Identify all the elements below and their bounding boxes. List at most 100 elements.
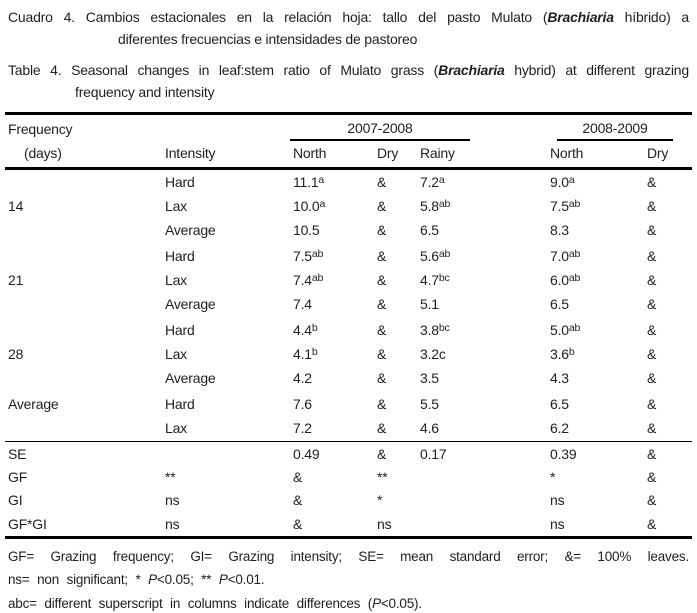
cell-dry-0809: & — [647, 318, 696, 342]
table-row: Average 4.2 & 3.5 4.3 & — [0, 366, 697, 390]
cell-value: * — [550, 469, 556, 486]
cell-north-0708: & — [293, 513, 377, 536]
cell-value: 7.0 — [550, 248, 569, 264]
table-row: Hard 4.4b & 3.8bc 5.0ab & — [0, 318, 697, 342]
table-statistics: SE 0.49 & 0.17 0.39 & GF ** & ** * & GI … — [0, 443, 697, 536]
cell-value: 4.3 — [550, 370, 569, 386]
cell-north-0708: 4.2 — [293, 366, 377, 390]
caption-text: Seasonal changes in leaf:stem ratio of M… — [71, 62, 439, 78]
cell-value: 5.6 — [420, 248, 439, 264]
cell-intensity: Hard — [165, 322, 195, 338]
cell-rainy-0708: 5.5 — [420, 392, 550, 416]
table-row: 21 Lax 7.4ab & 4.7bc 6.0ab & — [0, 268, 697, 292]
cell-value: 7.4 — [293, 296, 312, 312]
caption-english-line2: frequency and intensity — [75, 84, 215, 100]
superscript: b — [568, 346, 575, 358]
cell-north-0809: 8.3 — [550, 218, 647, 242]
cell-rainy-0708: 4.6 — [420, 416, 550, 440]
caption-text: híbrido) a — [613, 9, 690, 25]
cell-dry-0708: & — [377, 170, 420, 194]
superscript: ab — [568, 322, 581, 334]
header-days: (days) — [24, 145, 62, 161]
cell-intensity — [165, 443, 293, 466]
cell-dry-0809: & — [647, 292, 696, 316]
cell-value: 3.6 — [550, 346, 569, 362]
table-row: Lax 7.2 & 4.6 6.2 & — [0, 416, 697, 440]
superscript: b — [311, 322, 318, 334]
superscript: ab — [568, 272, 581, 284]
superscript: a — [568, 174, 575, 186]
header-intensity: Intensity — [165, 145, 216, 161]
cell-north-0708: 10.0a — [293, 194, 377, 218]
cell-north-0809: 4.3 — [550, 366, 647, 390]
cell-value: & — [377, 296, 387, 312]
cell-value: 5.1 — [420, 296, 439, 312]
footnote-text: abc= different superscript in columns in… — [8, 595, 373, 611]
cell-value: & — [647, 174, 657, 190]
cell-rainy-0708 — [420, 489, 550, 512]
table-row: 28 Lax 4.1b & 3.2c 3.6b & — [0, 342, 697, 366]
cell-rainy-0708: 5.1 — [420, 292, 550, 316]
cell-value: & — [647, 322, 657, 338]
cell-value: & — [377, 420, 387, 436]
caption-english-line1: Table 4. Seasonal changes in leaf:stem r… — [8, 59, 689, 81]
footnote-text: <0.01. — [227, 572, 265, 588]
cell-north-0809: 7.0ab — [550, 244, 647, 268]
cell-value: & — [293, 515, 303, 532]
cell-frequency: Average — [8, 396, 59, 412]
cell-value: ** — [377, 469, 388, 486]
cell-dry-0708: & — [377, 244, 420, 268]
cell-value: 7.5 — [293, 248, 312, 264]
footnotes: GF= Grazing frequency; GI= Grazing inten… — [8, 545, 689, 613]
cell-value: & — [377, 248, 387, 264]
cell-dry-0809: & — [647, 466, 696, 489]
cell-frequency — [8, 292, 165, 316]
table-row: GF*GI ns & ns ns & — [0, 513, 697, 536]
caption-text: Cambios estacionales en la relación hoja… — [85, 9, 548, 25]
cell-north-0809: 7.5ab — [550, 194, 647, 218]
table-row: Hard 11.1a & 7.2a 9.0a & — [0, 170, 697, 194]
table-header-rule — [5, 167, 692, 170]
cell-value: ns — [377, 515, 392, 532]
cell-value: 7.6 — [293, 396, 312, 412]
cell-value: 0.49 — [293, 446, 320, 462]
superscript: b — [311, 346, 318, 358]
cell-frequency — [8, 170, 165, 194]
cell-value: 6.0 — [550, 272, 569, 288]
cell-value: 8.3 — [550, 222, 569, 238]
cell-north-0708: 0.49 — [293, 443, 377, 466]
cell-intensity: Lax — [165, 272, 187, 288]
cell-dry-0708: & — [377, 292, 420, 316]
superscript: ab — [311, 272, 324, 284]
cell-north-0809: 6.0ab — [550, 268, 647, 292]
cell-north-0708: 10.5 — [293, 218, 377, 242]
cell-north-0809: ns — [550, 513, 647, 536]
cell-dry-0708: & — [377, 443, 420, 466]
cell-value: 9.0 — [550, 174, 569, 190]
cell-value: & — [293, 492, 303, 509]
cell-north-0708: 7.5ab — [293, 244, 377, 268]
cell-north-0708: & — [293, 466, 377, 489]
footnote-text: <0.05; ** — [156, 572, 219, 588]
cell-dry-0708: * — [377, 489, 420, 512]
header-columns-row: (days) Intensity North Dry Rainy North D… — [0, 142, 697, 165]
cell-value: & — [377, 396, 387, 412]
cell-value: & — [377, 222, 387, 238]
table-top-rule — [5, 112, 692, 115]
cell-north-0708: 11.1a — [293, 170, 377, 194]
cell-dry-0809: & — [647, 443, 696, 466]
superscript: bc — [438, 272, 450, 284]
caption-english: Table 4. Seasonal changes in leaf:stem r… — [8, 59, 689, 103]
cell-north-0708: 7.4ab — [293, 268, 377, 292]
table-row: Average Hard 7.6 & 5.5 6.5 & — [0, 392, 697, 416]
cell-rainy-0708: 0.17 — [420, 443, 550, 466]
cell-intensity: ** — [165, 469, 176, 486]
cell-value: & — [377, 446, 387, 462]
caption-spanish-line1: Cuadro 4. Cambios estacionales en la rel… — [8, 6, 689, 28]
cell-value: 5.8 — [420, 198, 439, 214]
p-value-symbol: P — [148, 572, 157, 588]
cell-value: 7.5 — [550, 198, 569, 214]
p-value-symbol: P — [372, 595, 381, 611]
header-rainy-0708: Rainy — [420, 145, 455, 161]
footnote-significance: ns= non significant; * P<0.05; ** P<0.01… — [8, 568, 689, 592]
